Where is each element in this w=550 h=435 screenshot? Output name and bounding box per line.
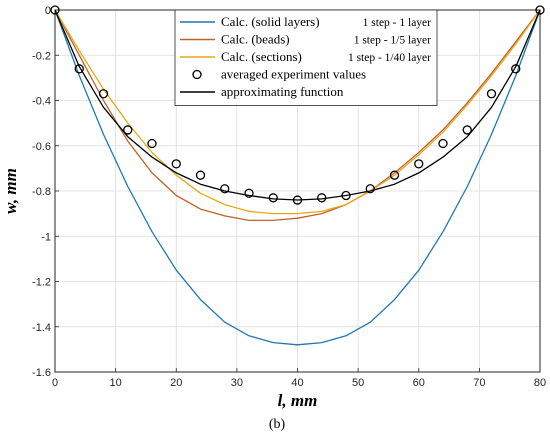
legend-item-averaged-experiment-values: averaged experiment values	[192, 67, 366, 82]
data-point	[98, 89, 109, 99]
x-tick-label: 10	[110, 377, 122, 389]
y-tick-label: -1.6	[32, 367, 51, 379]
legend-label: averaged experiment values	[221, 67, 366, 82]
x-tick-label: 40	[291, 377, 303, 389]
data-point	[365, 184, 375, 194]
y-tick-label: 0	[45, 5, 51, 17]
data-point	[511, 64, 521, 74]
legend-item-calc-solid-layers: Calc. (solid layers) 1 step - 1 layer	[180, 14, 431, 29]
data-point	[535, 5, 545, 15]
legend-item-calc-beads: Calc. (beads) 1 step - 1/5 layer	[180, 32, 431, 47]
x-tick-label: 0	[52, 377, 58, 389]
legend-note: 1 step - 1/40 layer	[348, 52, 431, 64]
y-tick-label: -0.4	[32, 96, 51, 108]
data-point	[171, 159, 181, 169]
series-line-calc-sections	[54, 9, 541, 215]
figure-caption: (b)	[269, 417, 286, 432]
legend-label: approximating function	[221, 84, 344, 99]
x-tick-label: 30	[231, 377, 243, 389]
legend-item-approximating-function: approximating function	[180, 84, 344, 99]
legend: Calc. (solid layers) 1 step - 1 layerCalc…	[174, 9, 438, 106]
legend-note: 1 step - 1 layer	[363, 17, 432, 29]
y-tick-label: -1.4	[32, 322, 51, 334]
data-point	[220, 184, 230, 194]
x-tick-label: 80	[534, 377, 546, 389]
y-tick-label: -0.2	[32, 50, 51, 62]
data-point	[438, 138, 448, 149]
y-tick-label: -1	[41, 231, 51, 243]
y-tick-label: -1.2	[32, 277, 51, 289]
legend-label: Calc. (beads)	[221, 32, 290, 47]
y-tick-label: -0.8	[32, 186, 51, 198]
legend-box	[174, 9, 438, 106]
data-point	[389, 170, 400, 180]
x-tick-label: 70	[473, 377, 485, 389]
legend-note: 1 step - 1/5 layer	[354, 35, 431, 47]
legend-label: Calc. (sections)	[221, 49, 302, 64]
series-line-approximating-function	[54, 9, 541, 201]
data-point	[317, 193, 327, 203]
data-point	[462, 125, 472, 135]
legend-marker	[192, 69, 202, 80]
series-line-calc-beads	[54, 9, 541, 222]
y-axis-label: w, mm	[1, 168, 20, 214]
x-axis-label: l, mm	[278, 391, 318, 410]
series-line-calc-solid-layers	[54, 9, 541, 346]
data-point	[123, 125, 133, 135]
data-point	[74, 64, 84, 74]
legend-label: Calc. (solid layers)	[221, 14, 320, 29]
legend-item-calc-sections: Calc. (sections) 1 step - 1/40 layer	[180, 49, 431, 64]
y-axis-ticks: 0 -0.2 -0.4 -0.6 -0.8 -1 -1.2 -1.4 -1.6	[32, 5, 59, 379]
x-axis-ticks: 0 10 20 30 40 50 60 70 80	[52, 368, 546, 389]
data-point	[195, 170, 206, 180]
y-tick-label: -0.6	[32, 141, 51, 153]
data-point	[414, 159, 424, 169]
data-point	[268, 193, 278, 203]
data-point	[244, 188, 254, 198]
data-point	[486, 89, 497, 99]
x-tick-label: 60	[413, 377, 425, 389]
x-tick-label: 20	[170, 377, 182, 389]
x-tick-label: 50	[352, 377, 364, 389]
data-point	[147, 138, 157, 149]
